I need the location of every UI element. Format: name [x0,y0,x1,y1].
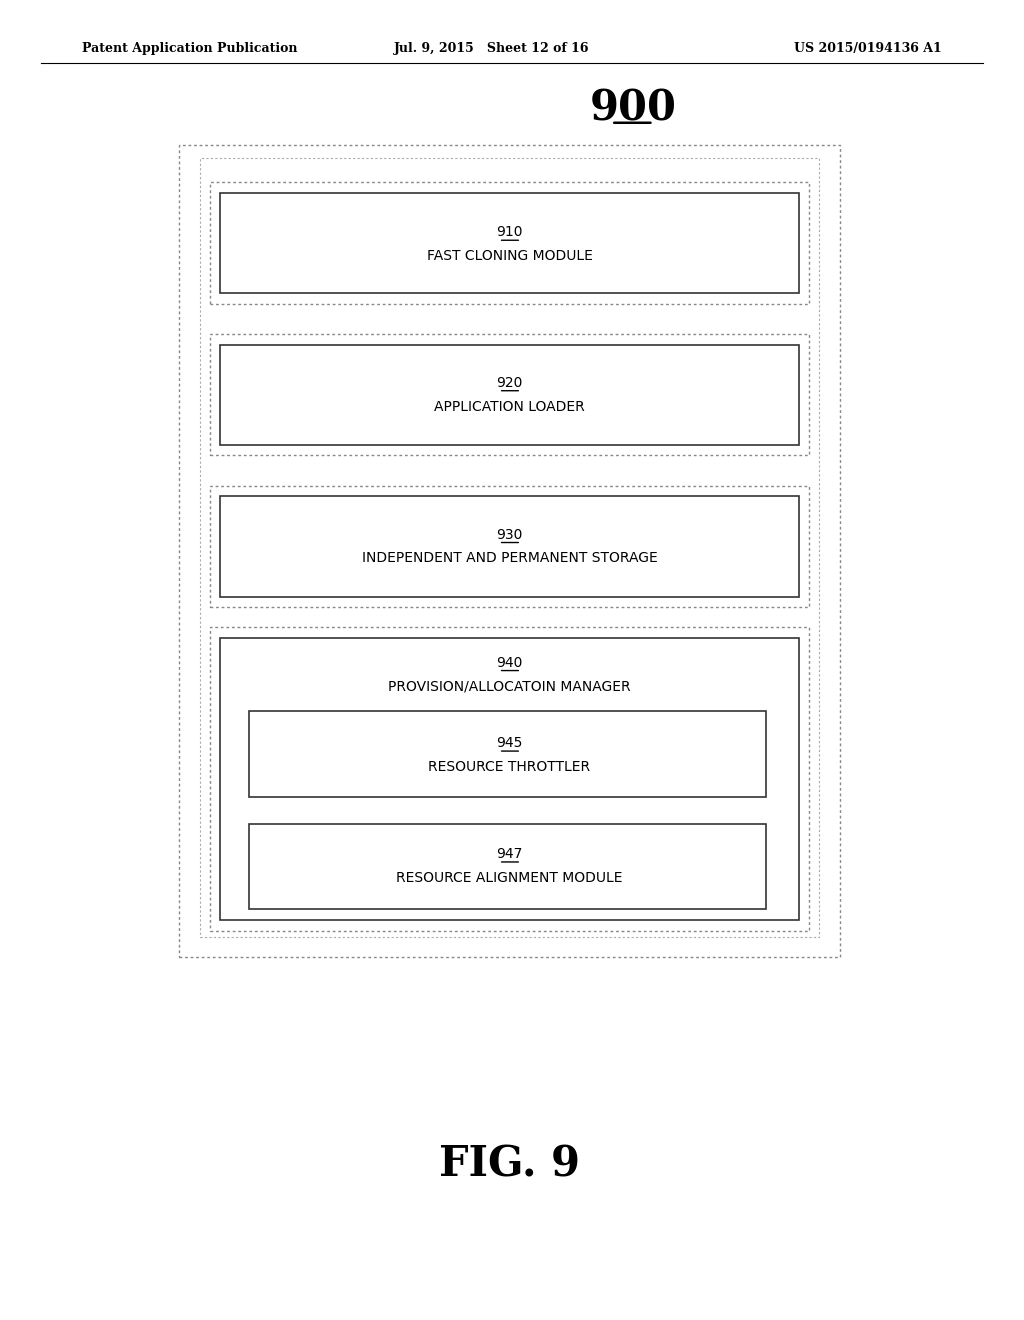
Text: 920: 920 [497,376,522,389]
Bar [239,814,776,917]
Bar [249,711,766,797]
Bar [179,145,840,957]
Bar [210,334,809,455]
Bar [220,193,799,293]
Text: 900: 900 [590,87,676,129]
Bar [220,345,799,445]
Bar [220,496,799,597]
Text: 945: 945 [497,737,522,750]
Text: PROVISION/ALLOCATOIN MANAGER: PROVISION/ALLOCATOIN MANAGER [388,680,631,693]
Bar [210,486,809,607]
Bar [210,182,809,304]
Text: 940: 940 [497,656,522,669]
Text: RESOURCE ALIGNMENT MODULE: RESOURCE ALIGNMENT MODULE [396,871,623,884]
Text: FIG. 9: FIG. 9 [439,1143,580,1185]
Bar [220,638,799,920]
Bar [239,702,776,805]
Text: INDEPENDENT AND PERMANENT STORAGE: INDEPENDENT AND PERMANENT STORAGE [361,552,657,565]
Text: Patent Application Publication: Patent Application Publication [82,42,297,55]
Bar [210,627,809,931]
Text: Jul. 9, 2015   Sheet 12 of 16: Jul. 9, 2015 Sheet 12 of 16 [394,42,589,55]
Text: 930: 930 [497,528,522,541]
Text: RESOURCE THROTTLER: RESOURCE THROTTLER [428,760,591,774]
Text: 910: 910 [497,226,522,239]
Text: APPLICATION LOADER: APPLICATION LOADER [434,400,585,413]
Bar [200,158,819,937]
Text: 947: 947 [497,847,522,861]
Text: FAST CLONING MODULE: FAST CLONING MODULE [427,249,592,263]
Text: US 2015/0194136 A1: US 2015/0194136 A1 [795,42,942,55]
Bar [249,824,766,909]
